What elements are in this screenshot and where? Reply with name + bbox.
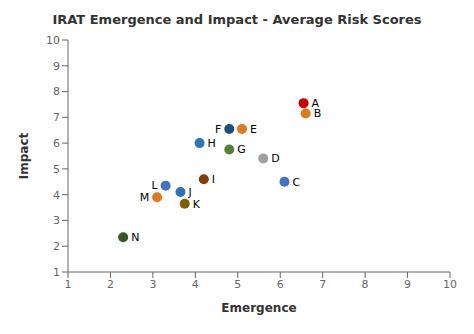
svg-text:5: 5 xyxy=(234,278,241,291)
svg-text:8: 8 xyxy=(362,278,369,291)
svg-text:10: 10 xyxy=(443,278,457,291)
svg-text:5: 5 xyxy=(53,163,60,176)
svg-text:7: 7 xyxy=(319,278,326,291)
svg-text:N: N xyxy=(131,231,139,244)
svg-text:D: D xyxy=(271,152,279,165)
svg-text:4: 4 xyxy=(192,278,199,291)
svg-text:G: G xyxy=(237,143,246,156)
svg-text:B: B xyxy=(314,107,322,120)
html-text:IRAT Emergence and Impact - Av: IRAT Emergence and Impact - Average Risk… xyxy=(52,12,422,27)
svg-text:A: A xyxy=(311,97,320,110)
svg-text:1: 1 xyxy=(65,278,72,291)
svg-text:4: 4 xyxy=(53,189,60,202)
svg-text:L: L xyxy=(151,179,158,192)
svg-text:K: K xyxy=(193,198,201,211)
svg-text:6: 6 xyxy=(277,278,284,291)
svg-text:2: 2 xyxy=(53,240,60,253)
svg-text:2: 2 xyxy=(107,278,114,291)
svg-text:3: 3 xyxy=(53,214,60,227)
svg-text:M: M xyxy=(140,191,150,204)
svg-text:H: H xyxy=(208,137,216,150)
svg-text:Impact: Impact xyxy=(17,132,31,179)
svg-text:8: 8 xyxy=(53,85,60,98)
svg-text:C: C xyxy=(292,176,300,189)
svg-text:7: 7 xyxy=(53,111,60,124)
svg-text:F: F xyxy=(215,123,221,136)
svg-text:6: 6 xyxy=(53,137,60,150)
svg-text:1: 1 xyxy=(53,266,60,279)
svg-text:10: 10 xyxy=(46,34,60,47)
svg-text:Emergence: Emergence xyxy=(221,301,296,315)
svg-text:J: J xyxy=(187,186,191,199)
svg-text:3: 3 xyxy=(149,278,156,291)
svg-text:I: I xyxy=(212,173,215,186)
svg-text:9: 9 xyxy=(404,278,411,291)
svg-text:E: E xyxy=(250,123,257,136)
svg-text:9: 9 xyxy=(53,60,60,73)
